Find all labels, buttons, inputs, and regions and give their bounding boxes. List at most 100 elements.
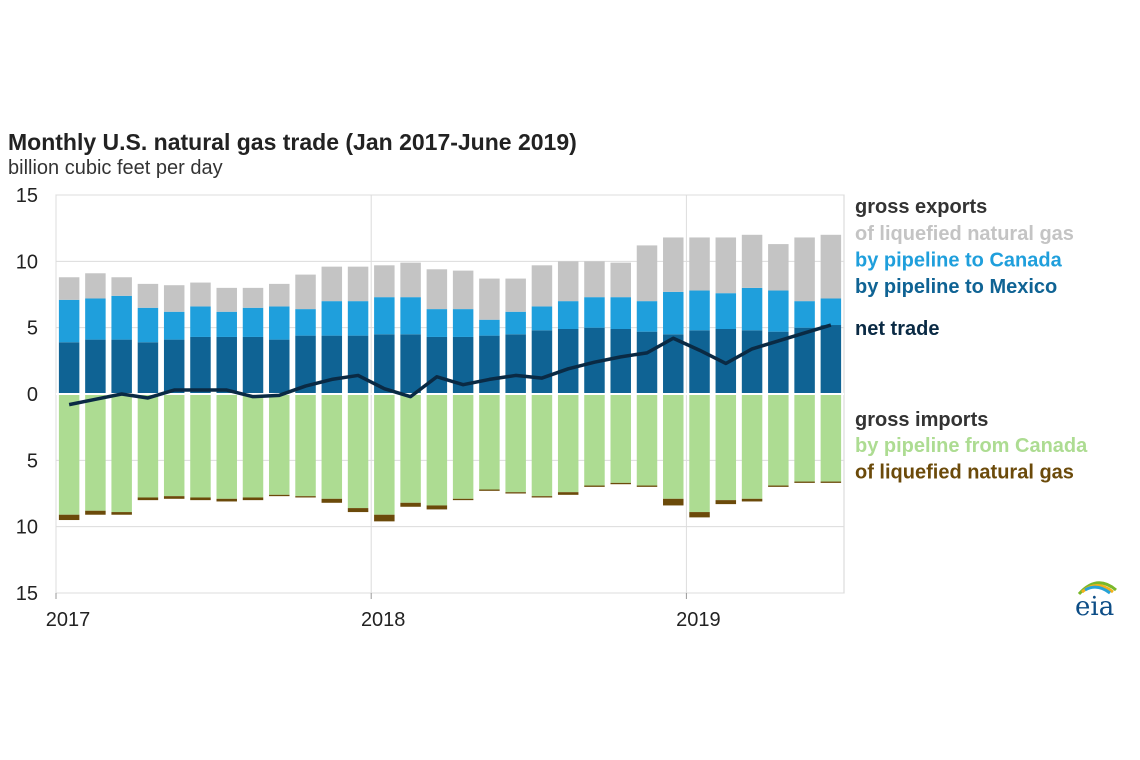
- bar-export-segment: [190, 336, 211, 394]
- x-tick-label: 2018: [361, 609, 406, 631]
- bar-export-segment: [374, 334, 395, 394]
- bar-import-segment: [715, 500, 737, 505]
- bar-import-segment: [584, 485, 605, 487]
- bar-export-segment: [137, 342, 159, 394]
- bar-export-segment: [768, 331, 789, 394]
- bar-import-segment: [190, 497, 211, 501]
- bar-export-segment: [768, 244, 789, 291]
- bar-export-segment: [689, 290, 710, 331]
- bars: [58, 234, 842, 522]
- bar-export-segment: [111, 295, 132, 340]
- bar-export-segment: [715, 237, 737, 294]
- bar-export-segment: [400, 297, 421, 335]
- bar-import-segment: [295, 394, 316, 497]
- bar-export-segment: [216, 311, 237, 337]
- bar-export-segment: [374, 265, 395, 298]
- bar-import-segment: [216, 498, 237, 502]
- bar-import-segment: [137, 394, 159, 498]
- bar-export-segment: [269, 283, 290, 307]
- bar-export-segment: [347, 335, 369, 394]
- bar-import-segment: [347, 394, 369, 509]
- bar-import-segment: [479, 489, 500, 491]
- legend-net-trade: net trade: [855, 318, 939, 340]
- bar-export-segment: [85, 273, 106, 299]
- bar-export-segment: [347, 266, 369, 302]
- y-tick-label: 15: [16, 185, 38, 207]
- bar-import-segment: [321, 394, 343, 499]
- bar-export-segment: [531, 306, 553, 331]
- bar-export-segment: [584, 297, 605, 328]
- bar-export-segment: [479, 335, 500, 394]
- bar-import-segment: [321, 498, 343, 503]
- bar-export-segment: [741, 287, 763, 331]
- bar-import-segment: [768, 394, 789, 486]
- bar-import-segment: [242, 394, 264, 498]
- bar-import-segment: [636, 485, 658, 487]
- net-trade-line: [68, 323, 832, 407]
- bar-export-segment: [163, 311, 185, 340]
- bar-export-segment: [636, 331, 658, 394]
- bar-import-segment: [768, 485, 789, 487]
- y-tick-label: 5: [27, 318, 38, 340]
- bar-export-segment: [58, 277, 80, 300]
- bar-export-segment: [58, 342, 80, 394]
- bar-import-segment: [715, 394, 737, 501]
- bar-import-segment: [663, 394, 684, 499]
- bar-export-segment: [269, 306, 290, 340]
- bar-import-segment: [111, 512, 132, 515]
- bar-import-segment: [610, 482, 631, 485]
- bar-export-segment: [216, 336, 237, 394]
- bar-export-segment: [321, 266, 343, 302]
- legend-item: of liquefied natural gas: [855, 462, 1074, 484]
- bar-export-segment: [557, 328, 579, 394]
- bar-export-segment: [741, 330, 763, 394]
- bar-import-segment: [400, 394, 421, 503]
- bar-export-segment: [584, 261, 605, 298]
- bar-export-segment: [426, 309, 448, 337]
- bar-export-segment: [111, 277, 132, 296]
- bar-import-segment: [452, 394, 474, 499]
- bar-export-segment: [216, 287, 237, 312]
- x-axis-ticks: 2017 2018 2019: [46, 593, 721, 631]
- bar-import-segment: [663, 498, 684, 506]
- bar-export-segment: [715, 293, 737, 329]
- bar-import-segment: [216, 394, 237, 499]
- bar-export-segment: [452, 336, 474, 394]
- bar-import-segment: [400, 502, 421, 507]
- bar-import-segment: [426, 505, 448, 510]
- bar-export-segment: [557, 261, 579, 302]
- bar-import-segment: [374, 514, 395, 522]
- legend-exports-header: gross exports: [855, 196, 987, 218]
- bar-import-segment: [295, 496, 316, 498]
- legend-item: of liquefied natural gas: [855, 223, 1074, 245]
- y-tick-label: 5: [27, 450, 38, 472]
- bar-import-segment: [557, 394, 579, 493]
- bar-export-segment: [689, 237, 710, 291]
- net-trade-line-group: [68, 323, 832, 407]
- bar-export-segment: [794, 237, 815, 302]
- bar-export-segment: [557, 301, 579, 329]
- bar-export-segment: [321, 301, 343, 336]
- bar-import-segment: [689, 512, 710, 518]
- bar-export-segment: [85, 339, 106, 394]
- bar-import-segment: [137, 497, 159, 501]
- bar-import-segment: [531, 496, 553, 498]
- legend-item: by pipeline from Canada: [855, 435, 1088, 457]
- bar-import-segment: [741, 394, 763, 499]
- bar-import-segment: [163, 496, 185, 499]
- bar-export-segment: [85, 298, 106, 340]
- bar-export-segment: [452, 309, 474, 337]
- y-axis-ticks: 15 10 5 0 5 10 15: [16, 185, 38, 605]
- bar-export-segment: [295, 335, 316, 394]
- bar-import-segment: [820, 481, 842, 483]
- bar-import-segment: [190, 394, 211, 498]
- bar-export-segment: [137, 307, 159, 343]
- bar-export-segment: [531, 330, 553, 394]
- bar-export-segment: [794, 327, 815, 394]
- bar-export-segment: [242, 287, 264, 308]
- bar-export-segment: [426, 269, 448, 310]
- bar-import-segment: [269, 494, 290, 497]
- bar-export-segment: [663, 334, 684, 394]
- bar-import-segment: [741, 498, 763, 502]
